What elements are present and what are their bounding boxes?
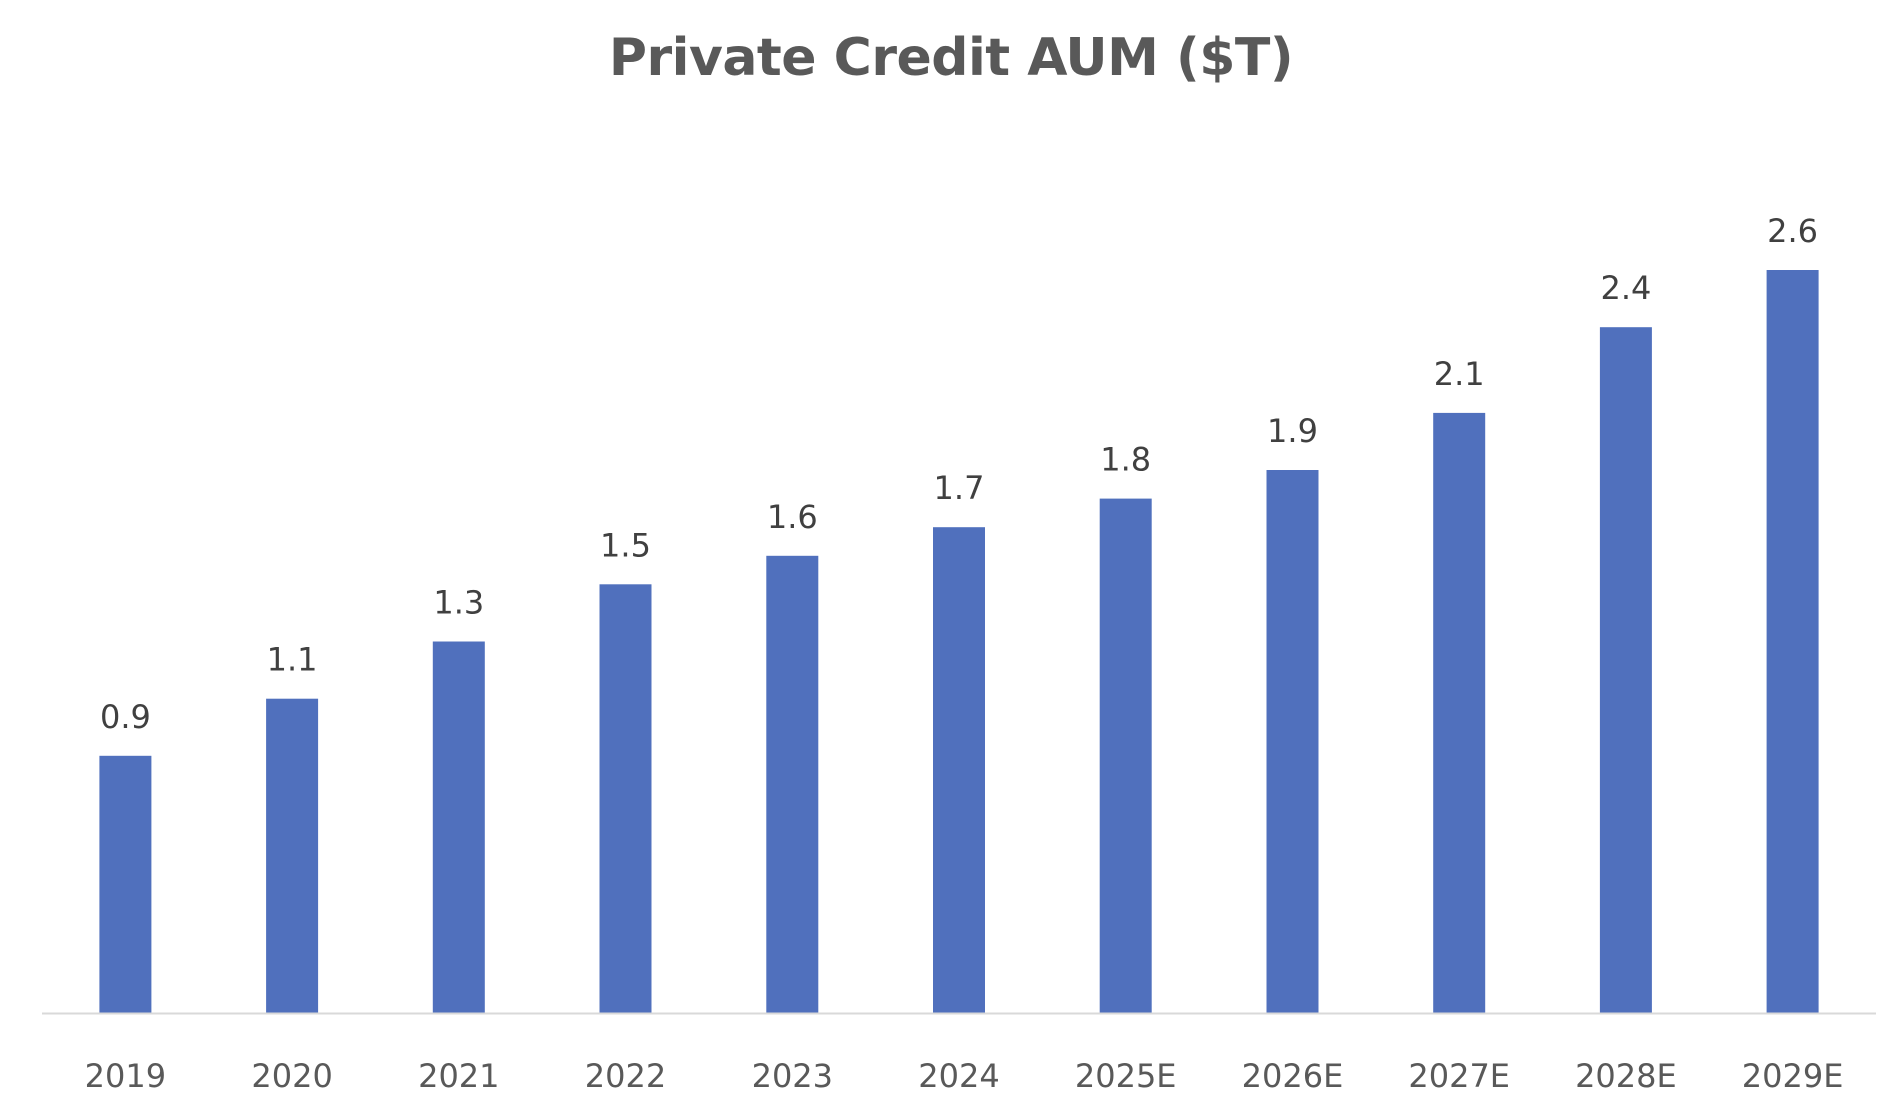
bar-2024 — [933, 527, 985, 1013]
data-label-2023: 1.6 — [767, 498, 818, 536]
x-tick-label-2024: 2024 — [918, 1057, 999, 1095]
value-labels-layer: 0.9 1.1 1.3 1.5 1.6 1.7 1.8 1.9 2.1 2.4 2.6 — [100, 212, 1818, 736]
bar-2019 — [99, 755, 152, 1013]
data-label-2027E: 2.1 — [1434, 355, 1485, 393]
chart-title: Private Credit AUM ($T) — [608, 28, 1294, 88]
x-tick-label-2022: 2022 — [585, 1057, 666, 1095]
x-tick-labels-layer: 2019 2020 2021 2022 2023 2024 2025E 2026E 2027E 2… — [85, 1057, 1844, 1095]
data-label-2025E: 1.8 — [1100, 441, 1151, 479]
data-label-2021: 1.3 — [433, 584, 484, 622]
x-tick-label-2019: 2019 — [85, 1057, 166, 1095]
x-tick-label-2027E: 2027E — [1408, 1057, 1510, 1095]
bar-2025E — [1099, 498, 1152, 1014]
bars-layer — [99, 270, 1819, 1014]
data-label-2019: 0.9 — [100, 698, 151, 736]
data-label-2020: 1.1 — [267, 641, 318, 679]
x-tick-label-2023: 2023 — [752, 1057, 833, 1095]
x-tick-label-2029E: 2029E — [1742, 1057, 1844, 1095]
data-label-2026E: 1.9 — [1267, 412, 1318, 450]
bar-2021 — [432, 641, 485, 1013]
data-label-2029E: 2.6 — [1767, 212, 1818, 250]
bar-2028E — [1599, 327, 1652, 1013]
bar-2023 — [766, 555, 819, 1013]
bar-2022 — [599, 584, 652, 1013]
x-tick-label-2028E: 2028E — [1575, 1057, 1677, 1095]
bar-2026E — [1266, 470, 1319, 1013]
data-label-2022: 1.5 — [600, 526, 651, 564]
x-tick-label-2020: 2020 — [251, 1057, 332, 1095]
bar-2020 — [266, 698, 319, 1013]
x-tick-label-2026E: 2026E — [1242, 1057, 1344, 1095]
bar-2029E — [1766, 270, 1819, 1013]
x-tick-label-2021: 2021 — [418, 1057, 499, 1095]
bar-2027E — [1433, 412, 1486, 1013]
data-label-2024: 1.7 — [934, 469, 985, 507]
x-tick-label-2025E: 2025E — [1075, 1057, 1177, 1095]
data-label-2028E: 2.4 — [1600, 269, 1651, 307]
